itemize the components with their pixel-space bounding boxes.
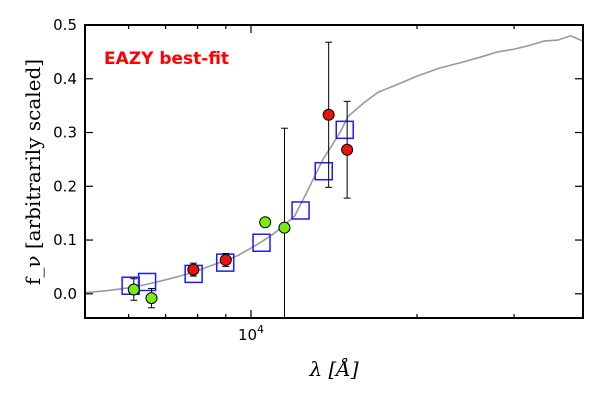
model-flux-box (314, 161, 334, 181)
model-flux-box (291, 201, 310, 220)
axis-ticks: 0.0 0.1 0.2 0.3 0.4 0.5 104 (53, 16, 584, 344)
plot-frame (84, 24, 584, 319)
data-point-green (259, 216, 272, 229)
x-tick-label-exponent: 4 (257, 323, 264, 336)
data-point-red (322, 108, 335, 121)
data-point-green (145, 292, 158, 305)
data-point-green (278, 221, 291, 234)
y-tick-label: 0.5 (53, 16, 77, 34)
y-tick-label: 0.1 (53, 231, 77, 249)
annotation: EAZY best-fit (104, 49, 229, 69)
model-flux-box (137, 272, 157, 292)
y-tick-label: 0.2 (53, 177, 77, 195)
y-tick-label: 0.4 (53, 70, 77, 88)
model-flux-box (252, 233, 271, 252)
data-point-red (219, 253, 232, 266)
x-axis-label: λ [Å] (308, 356, 358, 381)
data-point-green (127, 283, 140, 296)
y-tick-label: 0.0 (53, 285, 77, 303)
data-point-red (187, 263, 200, 276)
template-spectrum-line (84, 34, 584, 294)
x-tick-label: 104 (238, 323, 264, 344)
x-tick-label-base: 10 (238, 326, 257, 344)
y-tick-label: 0.3 (53, 124, 77, 142)
model-flux-box (335, 120, 354, 140)
y-axis-label: f_ν [arbitrarily scaled] (21, 59, 45, 285)
plot-layer (84, 34, 584, 318)
data-point-red (341, 143, 354, 156)
